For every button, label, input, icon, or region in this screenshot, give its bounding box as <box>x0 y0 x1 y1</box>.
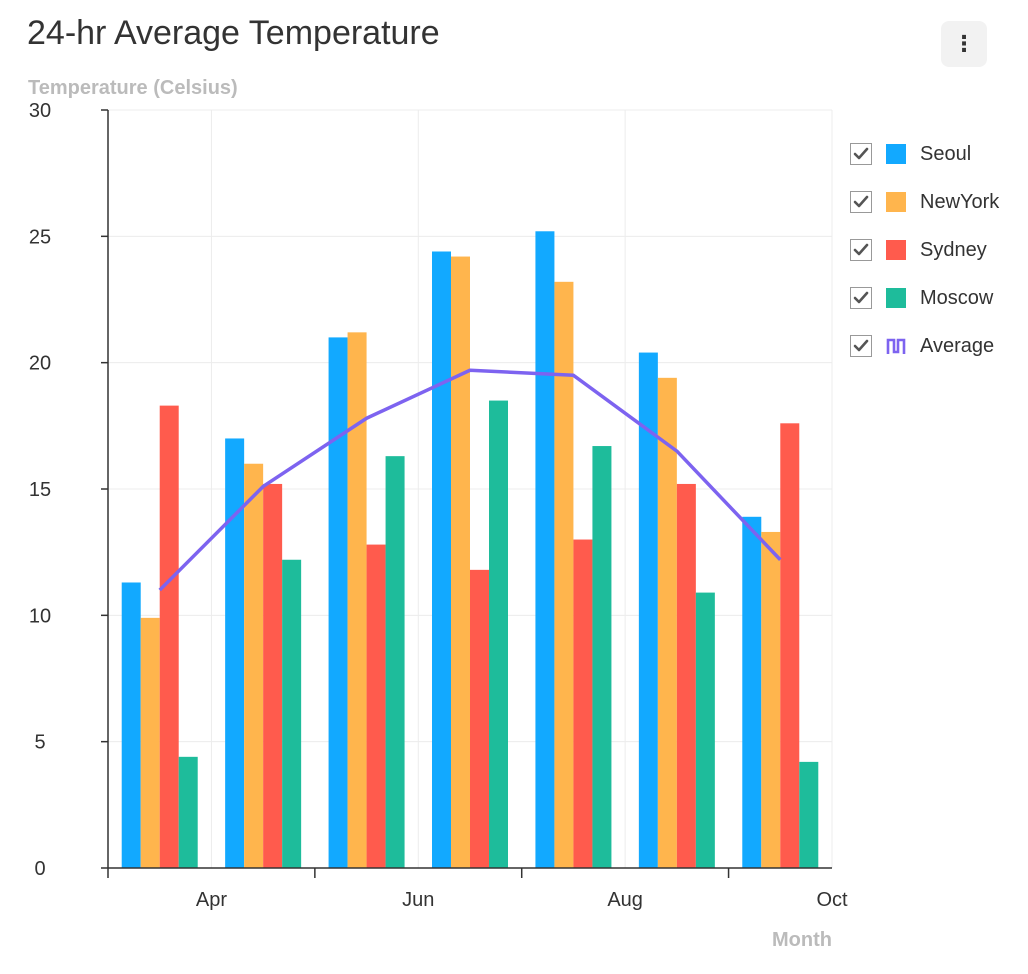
bar-newyork-aug <box>657 377 677 868</box>
y-tick-label: 0 <box>34 858 45 880</box>
bars-group <box>121 231 819 869</box>
y-axis-title: Temperature (Celsius) <box>28 77 238 99</box>
legend-label: Average <box>920 334 995 357</box>
legend-checkbox[interactable] <box>850 335 872 357</box>
bar-moscow-jul <box>592 446 612 868</box>
bar-sydney-aug <box>676 483 696 868</box>
line-series-icon <box>886 336 906 356</box>
x-tick-label: Oct <box>816 889 848 911</box>
legend-checkbox[interactable] <box>850 143 872 165</box>
legend-label: Seoul <box>920 142 972 165</box>
bar-newyork-mar <box>140 617 160 868</box>
chart-title: 24-hr Average Temperature <box>27 14 440 52</box>
average-line-group <box>158 368 782 592</box>
y-tick-label: 5 <box>34 732 45 754</box>
bar-seoul-sep <box>742 516 762 868</box>
legend-label: Moscow <box>920 286 994 309</box>
checkmark-icon <box>853 291 869 304</box>
legend-item-newyork[interactable]: NewYork <box>850 178 999 226</box>
bar-moscow-may <box>385 456 405 868</box>
bar-seoul-mar <box>121 582 141 868</box>
x-tick-label: Apr <box>196 889 227 911</box>
bar-seoul-jun <box>432 251 451 868</box>
bar-sydney-apr <box>263 483 283 868</box>
y-tick-label: 30 <box>29 100 51 122</box>
color-swatch-icon <box>886 144 906 164</box>
average-series-line <box>158 368 782 592</box>
bar-sydney-may <box>366 544 386 868</box>
legend: Seoul NewYork Sydney Moscow Average <box>850 130 999 370</box>
bar-moscow-aug <box>695 592 715 868</box>
y-tick-label: 25 <box>29 226 51 248</box>
checkmark-icon <box>853 243 869 256</box>
bar-seoul-aug <box>638 352 658 868</box>
legend-label: Sydney <box>920 238 987 261</box>
bar-newyork-apr <box>244 463 264 868</box>
bar-sydney-mar <box>159 405 179 868</box>
bar-newyork-may <box>347 332 367 868</box>
bar-newyork-jun <box>451 256 470 869</box>
y-tick-label: 10 <box>29 605 51 627</box>
legend-checkbox[interactable] <box>850 239 872 261</box>
legend-item-moscow[interactable]: Moscow <box>850 274 999 322</box>
bar-newyork-jul <box>554 281 574 868</box>
x-tick-label: Aug <box>607 889 643 911</box>
legend-label: NewYork <box>920 190 1000 213</box>
color-swatch-icon <box>886 192 906 212</box>
legend-checkbox[interactable] <box>850 191 872 213</box>
legend-item-seoul[interactable]: Seoul <box>850 130 999 178</box>
y-tick-label: 20 <box>29 353 51 375</box>
axes-group: 0 5 10 15 20 25 30 Apr Jun Aug Oct Temperature (Cel… <box>28 77 848 951</box>
color-swatch-icon <box>886 288 906 308</box>
chart-menu-button[interactable]: ⋮ <box>941 21 987 67</box>
checkmark-icon <box>853 147 869 160</box>
bar-moscow-jun <box>489 400 508 868</box>
y-tick-label: 15 <box>29 479 51 501</box>
bar-seoul-jul <box>535 231 555 868</box>
bar-moscow-mar <box>178 756 198 868</box>
x-tick-label: Jun <box>402 889 434 911</box>
bar-moscow-apr <box>282 559 302 868</box>
color-swatch-icon <box>886 240 906 260</box>
bar-newyork-sep <box>761 531 781 868</box>
bar-seoul-may <box>328 337 348 868</box>
more-vertical-icon: ⋮ <box>953 31 975 56</box>
bar-sydney-jul <box>573 539 593 868</box>
checkmark-icon <box>853 339 869 352</box>
bar-sydney-sep <box>780 423 800 868</box>
bar-sydney-jun <box>470 569 489 868</box>
legend-item-sydney[interactable]: Sydney <box>850 226 999 274</box>
bar-seoul-apr <box>225 438 245 868</box>
legend-item-average[interactable]: Average <box>850 322 999 370</box>
x-axis-title: Month <box>772 929 832 951</box>
legend-checkbox[interactable] <box>850 287 872 309</box>
bar-moscow-sep <box>799 761 819 868</box>
checkmark-icon <box>853 195 869 208</box>
